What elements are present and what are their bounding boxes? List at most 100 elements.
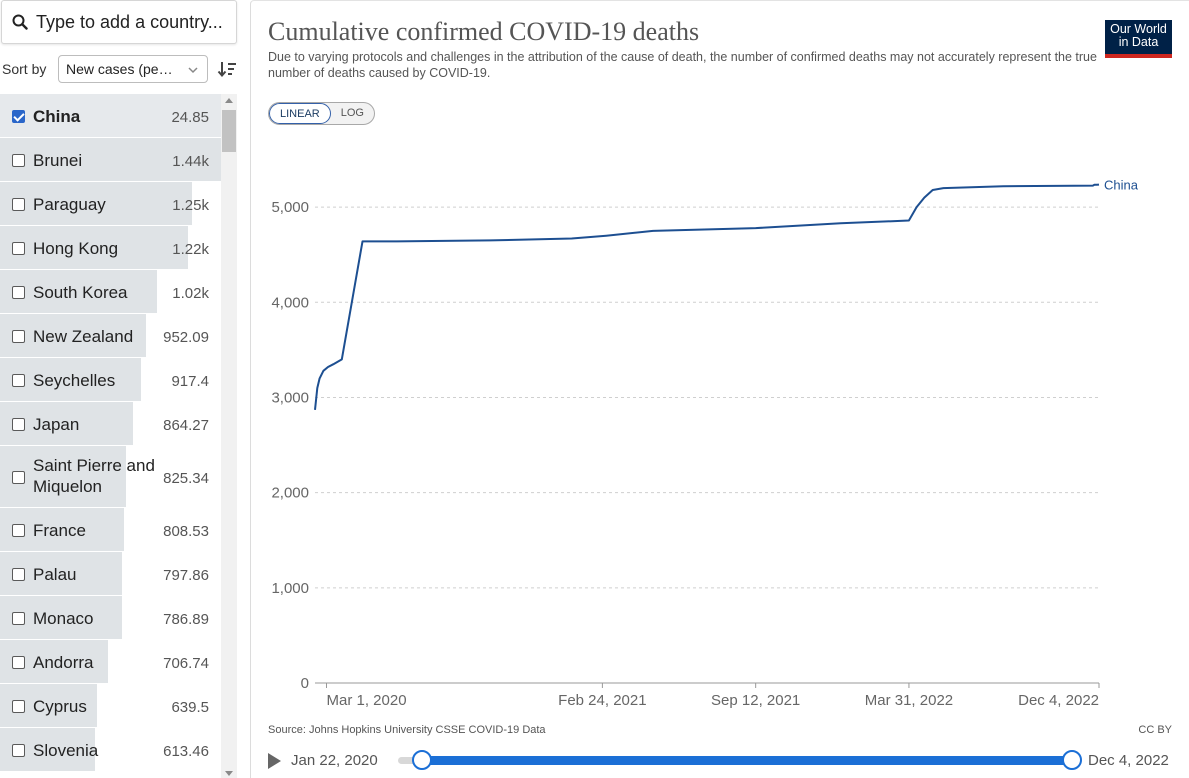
country-checkbox[interactable]	[12, 153, 25, 167]
sort-dropdown[interactable]: New cases (pe…	[58, 55, 208, 83]
logo-line-1: Our World	[1110, 22, 1167, 36]
scroll-thumb[interactable]	[222, 110, 236, 152]
timeline: Jan 22, 2020 Dec 4, 2022	[268, 745, 1178, 775]
country-name: South Korea	[33, 282, 128, 302]
country-value: 808.53	[163, 522, 209, 540]
scroll-up-icon[interactable]	[225, 98, 233, 103]
country-row[interactable]: Hong Kong 1.22k	[0, 226, 221, 270]
country-row[interactable]: France 808.53	[0, 508, 221, 552]
country-value: 24.85	[171, 108, 209, 126]
value-bar	[0, 182, 193, 225]
country-row[interactable]: Cyprus 639.5	[0, 684, 221, 728]
search-icon	[12, 14, 28, 30]
x-tick-label: Feb 24, 2021	[558, 692, 646, 709]
country-checkbox[interactable]	[12, 655, 25, 669]
country-row[interactable]: Andorra 706.74	[0, 640, 221, 684]
country-value: 864.27	[163, 416, 209, 434]
timeline-end-handle[interactable]	[1062, 750, 1082, 770]
x-tick-label: Mar 31, 2022	[865, 692, 953, 709]
country-row[interactable]: Palau 797.86	[0, 552, 221, 596]
country-row[interactable]: New Zealand 952.09	[0, 314, 221, 358]
country-row[interactable]: South Korea 1.02k	[0, 270, 221, 314]
scroll-down-icon[interactable]	[225, 771, 233, 776]
country-checkbox[interactable]	[12, 699, 25, 713]
series-line-china[interactable]	[314, 183, 1100, 411]
license-label[interactable]: CC BY	[1138, 724, 1172, 736]
country-value: 797.86	[163, 566, 209, 584]
country-value: 639.5	[171, 698, 209, 716]
country-value: 952.09	[163, 328, 209, 346]
country-name: China	[33, 106, 81, 126]
line-chart: 0 1,000 2,000 3,000 4,000 5,000 Mar 1, 2020 Feb…	[271, 178, 1139, 709]
country-row[interactable]: Monaco 786.89	[0, 596, 221, 640]
country-row[interactable]: Paraguay 1.25k	[0, 182, 221, 226]
country-row[interactable]: Japan 864.27	[0, 402, 221, 446]
source-note[interactable]: Source: Johns Hopkins University CSSE CO…	[268, 724, 546, 736]
owid-logo[interactable]: Our World in Data	[1105, 20, 1172, 58]
country-selector-panel: Sort by New cases (pe… China 24.85 Brunei 1…	[0, 0, 240, 778]
country-name: Paraguay	[33, 194, 106, 214]
country-value: 1.22k	[172, 240, 209, 258]
country-name: Monaco	[33, 608, 94, 628]
country-checkbox[interactable]	[12, 611, 25, 625]
country-row[interactable]: China 24.85	[0, 94, 221, 138]
scale-log-button[interactable]: LOG	[340, 107, 364, 119]
country-list: China 24.85 Brunei 1.44k Paraguay 1.25k Hong K…	[0, 94, 221, 778]
country-name: Palau	[33, 564, 77, 584]
value-bar	[0, 226, 188, 269]
y-tick-label: 3,000	[271, 389, 309, 406]
country-checkbox[interactable]	[12, 285, 25, 299]
country-name: Hong Kong	[33, 238, 119, 258]
country-value: 825.34	[163, 469, 209, 487]
country-value: 613.46	[163, 742, 209, 760]
search-box[interactable]	[1, 0, 237, 44]
country-checkbox[interactable]	[12, 329, 25, 343]
series-label[interactable]: China	[1104, 178, 1139, 193]
play-icon[interactable]	[268, 753, 281, 769]
value-bar	[0, 94, 221, 137]
country-name: New Zealand	[33, 326, 134, 346]
country-row[interactable]: Saint Pierre and Miquelon 825.34	[0, 446, 221, 508]
country-row[interactable]: Brunei 1.44k	[0, 138, 221, 182]
search-input[interactable]	[36, 11, 226, 33]
country-checkbox[interactable]	[12, 109, 25, 123]
chart-subtitle: Due to varying protocols and challenges …	[268, 50, 1097, 80]
country-row[interactable]: Slovenia 613.46	[0, 728, 221, 772]
country-name: Andorra	[33, 652, 94, 672]
country-checkbox[interactable]	[12, 197, 25, 211]
country-checkbox[interactable]	[12, 470, 25, 484]
country-checkbox[interactable]	[12, 567, 25, 581]
sort-label: Sort by	[2, 61, 47, 77]
sort-order-icon[interactable]	[217, 59, 237, 79]
country-checkbox[interactable]	[12, 373, 25, 387]
x-tick-label: Mar 1, 2020	[326, 692, 406, 709]
y-tick-label: 5,000	[271, 199, 309, 216]
country-value: 1.25k	[172, 196, 209, 214]
value-bar	[0, 138, 221, 181]
scale-toggle: LINEAR LOG	[268, 102, 375, 125]
scrollbar[interactable]	[221, 94, 237, 778]
country-checkbox[interactable]	[12, 743, 25, 757]
timeline-range	[421, 756, 1071, 765]
chart-title: Cumulative confirmed COVID-19 deaths	[268, 17, 700, 46]
country-name: Seychelles	[33, 370, 116, 390]
country-value: 706.74	[163, 654, 209, 672]
x-tick-label: Dec 4, 2022	[1018, 692, 1099, 709]
chevron-down-icon	[188, 67, 198, 74]
value-bar	[0, 270, 157, 313]
country-checkbox[interactable]	[12, 417, 25, 431]
country-name: Brunei	[33, 150, 83, 170]
y-tick-label: 0	[301, 675, 309, 692]
timeline-end-label: Dec 4, 2022	[1088, 752, 1169, 769]
country-value: 917.4	[171, 372, 209, 390]
country-checkbox[interactable]	[12, 241, 25, 255]
country-row[interactable]: Seychelles 917.4	[0, 358, 221, 402]
sort-dropdown-value: New cases (pe…	[66, 61, 173, 77]
country-name: Japan	[33, 414, 80, 434]
country-name: Saint Pierre and Miquelon	[33, 456, 155, 496]
country-checkbox[interactable]	[12, 523, 25, 537]
scale-linear-button[interactable]: LINEAR	[269, 103, 331, 124]
timeline-start-handle[interactable]	[412, 750, 432, 770]
y-tick-label: 4,000	[271, 294, 309, 311]
